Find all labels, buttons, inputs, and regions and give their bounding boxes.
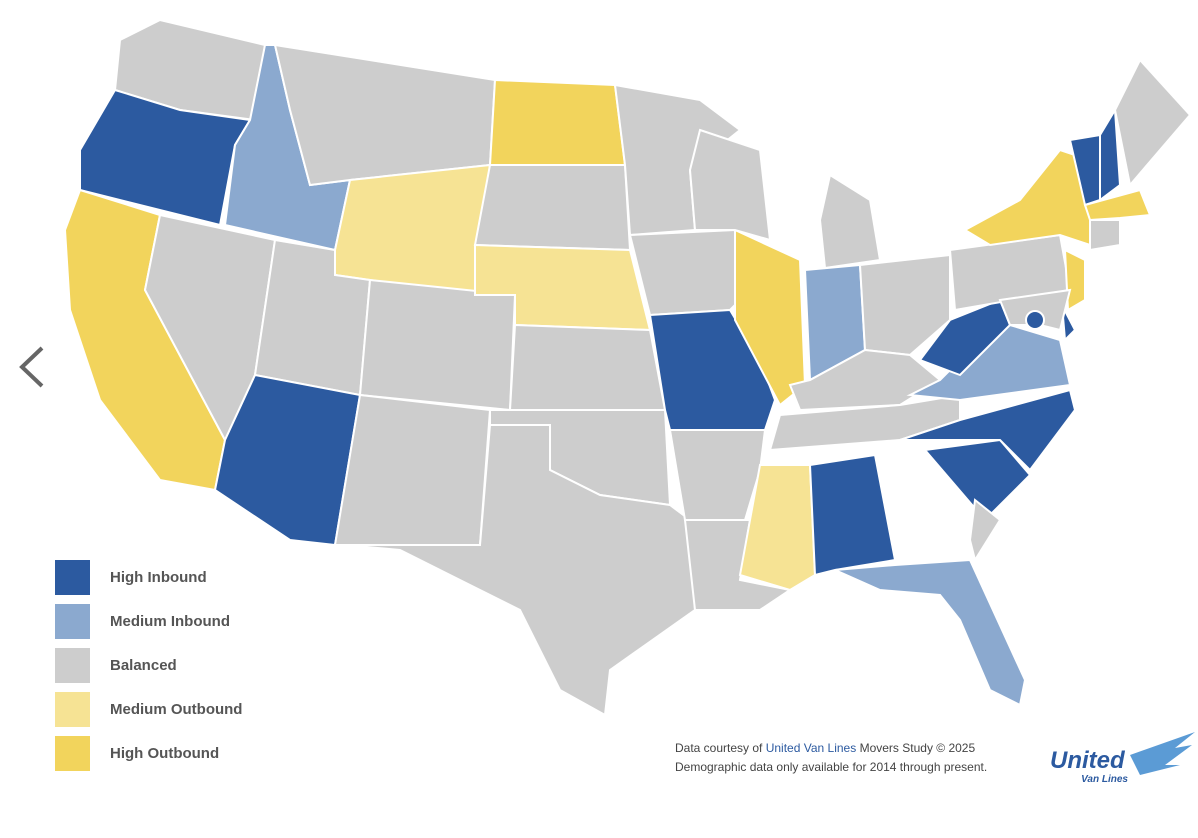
state (1025, 310, 1045, 330)
legend-swatch (55, 560, 90, 595)
state (962, 148, 1091, 247)
state (688, 128, 772, 242)
state (858, 253, 951, 357)
legend-label: Medium Outbound (110, 701, 242, 718)
state (818, 173, 882, 270)
state (473, 164, 632, 252)
state (1089, 219, 1121, 252)
legend-label: High Inbound (110, 569, 207, 586)
state (923, 438, 1032, 522)
state (334, 163, 492, 297)
state (906, 323, 1072, 402)
legend-swatch (55, 692, 90, 727)
footer-line2: Demographic data only available for 2014… (675, 760, 987, 774)
logo-sub: Van Lines (1081, 774, 1128, 785)
state (1083, 188, 1152, 222)
state (1099, 106, 1122, 202)
state (79, 88, 252, 227)
state (508, 323, 667, 411)
legend-label: Balanced (110, 657, 177, 674)
footer-line1: Data courtesy of United Van Lines Movers… (675, 741, 975, 755)
logo-name: United (1050, 747, 1126, 774)
state (834, 558, 1027, 707)
state (1113, 58, 1192, 188)
state (333, 393, 492, 546)
state (358, 278, 517, 412)
footer-link[interactable]: United Van Lines (766, 741, 857, 755)
prev-arrow[interactable] (19, 346, 44, 388)
state (734, 228, 807, 407)
states (63, 18, 1192, 717)
logo: United Van Lines (1050, 732, 1195, 785)
legend-swatch (55, 648, 90, 683)
legend-swatch (55, 736, 90, 771)
state (344, 424, 697, 717)
state (273, 43, 497, 187)
legend: High Inbound Medium Inbound Balanced Medium… (55, 560, 242, 771)
state (1061, 304, 1077, 343)
state (488, 78, 627, 166)
logo-wing (1130, 732, 1195, 775)
legend-swatch (55, 604, 90, 639)
state (968, 498, 1002, 563)
state (808, 453, 897, 577)
state (788, 348, 942, 412)
legend-label: Medium Inbound (110, 613, 230, 630)
state (899, 388, 1077, 472)
legend-label: High Outbound (110, 745, 219, 762)
state (668, 429, 767, 521)
